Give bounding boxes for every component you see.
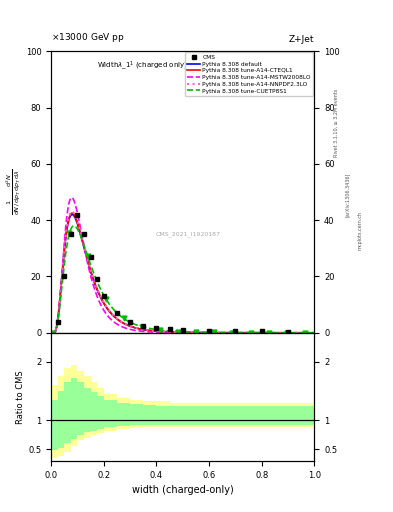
Pythia 8.308 tune-A14-CTEQL1 <box>65 222 70 228</box>
Text: CMS_2021_I1920187: CMS_2021_I1920187 <box>156 231 220 237</box>
CMS <box>55 318 60 325</box>
Pythia 8.308 tune-CUETP8S1 <box>249 330 253 336</box>
Pythia 8.308 tune-CUETP8S1 <box>202 329 207 335</box>
Pythia 8.308 tune-A14-MSTW2008LO <box>65 208 70 215</box>
Pythia 8.308 default <box>65 223 70 229</box>
Pythia 8.308 tune-A14-MSTW2008LO <box>249 330 253 336</box>
X-axis label: width (charged-only): width (charged-only) <box>132 485 233 495</box>
Pythia 8.308 tune-CUETP8S1 <box>72 223 76 229</box>
CMS <box>141 323 146 329</box>
CMS <box>207 328 211 334</box>
CMS <box>128 318 132 325</box>
Pythia 8.308 default <box>209 330 214 336</box>
Line: Pythia 8.308 default: Pythia 8.308 default <box>51 215 314 333</box>
Pythia 8.308 tune-A14-NNPDF2.3LO <box>312 330 317 336</box>
Line: Pythia 8.308 tune-CUETP8S1: Pythia 8.308 tune-CUETP8S1 <box>51 226 314 333</box>
Pythia 8.308 tune-CUETP8S1 <box>209 329 214 335</box>
Pythia 8.308 default <box>217 330 222 336</box>
Text: mcplots.cern.ch: mcplots.cern.ch <box>357 211 362 250</box>
Pythia 8.308 tune-A14-CTEQL1 <box>276 330 281 336</box>
Pythia 8.308 tune-A14-CTEQL1 <box>209 330 214 336</box>
Pythia 8.308 default <box>249 330 253 336</box>
Pythia 8.308 tune-A14-CTEQL1 <box>217 330 222 336</box>
Line: CMS: CMS <box>55 212 290 334</box>
Pythia 8.308 tune-CUETP8S1 <box>312 330 317 336</box>
Pythia 8.308 tune-A14-NNPDF2.3LO <box>276 330 281 336</box>
CMS <box>154 325 159 331</box>
CMS <box>115 310 119 316</box>
CMS <box>167 326 172 332</box>
Legend: CMS, Pythia 8.308 default, Pythia 8.308 tune-A14-CTEQL1, Pythia 8.308 tune-A14-M: CMS, Pythia 8.308 default, Pythia 8.308 … <box>185 52 313 96</box>
Pythia 8.308 default <box>49 330 54 336</box>
Text: Rivet 3.1.10, ≥ 3.2M events: Rivet 3.1.10, ≥ 3.2M events <box>334 89 338 157</box>
Pythia 8.308 default <box>70 211 74 218</box>
Text: Width$\lambda\_1^1$ (charged only) (CMS jet substructure): Width$\lambda\_1^1$ (charged only) (CMS … <box>97 60 268 73</box>
Line: Pythia 8.308 tune-A14-MSTW2008LO: Pythia 8.308 tune-A14-MSTW2008LO <box>51 198 314 333</box>
CMS <box>180 327 185 333</box>
Pythia 8.308 tune-A14-NNPDF2.3LO <box>249 330 253 336</box>
Pythia 8.308 tune-A14-CTEQL1 <box>249 330 253 336</box>
CMS <box>88 254 93 260</box>
Pythia 8.308 tune-CUETP8S1 <box>276 330 281 336</box>
Y-axis label: $\frac{1}{\mathrm{d}N\,/\,\mathrm{d}p_T}$$\frac{\mathrm{d}^2N}{\mathrm{d}p_T\,\m: $\frac{1}{\mathrm{d}N\,/\,\mathrm{d}p_T}… <box>5 169 23 215</box>
Pythia 8.308 default <box>312 330 317 336</box>
Pythia 8.308 default <box>202 330 207 336</box>
Line: Pythia 8.308 tune-A14-CTEQL1: Pythia 8.308 tune-A14-CTEQL1 <box>51 213 314 333</box>
Pythia 8.308 tune-A14-MSTW2008LO <box>49 330 54 336</box>
Pythia 8.308 tune-A14-MSTW2008LO <box>209 330 214 336</box>
Pythia 8.308 tune-A14-CTEQL1 <box>202 330 207 336</box>
Pythia 8.308 tune-A14-NNPDF2.3LO <box>49 330 54 336</box>
CMS <box>259 328 264 334</box>
Pythia 8.308 tune-A14-MSTW2008LO <box>276 330 281 336</box>
CMS <box>82 231 86 238</box>
Pythia 8.308 tune-A14-NNPDF2.3LO <box>217 330 222 336</box>
Pythia 8.308 tune-A14-MSTW2008LO <box>312 330 317 336</box>
Pythia 8.308 tune-CUETP8S1 <box>65 239 70 245</box>
Pythia 8.308 tune-A14-NNPDF2.3LO <box>202 330 207 336</box>
CMS <box>68 231 73 238</box>
Line: Pythia 8.308 tune-A14-NNPDF2.3LO: Pythia 8.308 tune-A14-NNPDF2.3LO <box>51 212 314 333</box>
Text: $\times$13000 GeV pp: $\times$13000 GeV pp <box>51 31 125 44</box>
Pythia 8.308 default <box>276 330 281 336</box>
CMS <box>233 328 238 334</box>
Pythia 8.308 tune-CUETP8S1 <box>49 330 54 336</box>
Pythia 8.308 tune-A14-MSTW2008LO <box>202 330 207 336</box>
Pythia 8.308 tune-A14-CTEQL1 <box>312 330 317 336</box>
Pythia 8.308 tune-A14-NNPDF2.3LO <box>209 330 214 336</box>
Pythia 8.308 tune-A14-NNPDF2.3LO <box>65 221 70 227</box>
Pythia 8.308 tune-CUETP8S1 <box>217 329 222 335</box>
CMS <box>101 293 106 299</box>
CMS <box>75 211 80 218</box>
Y-axis label: Ratio to CMS: Ratio to CMS <box>17 370 26 423</box>
CMS <box>62 273 67 280</box>
Text: Z+Jet: Z+Jet <box>289 34 314 44</box>
Pythia 8.308 tune-A14-NNPDF2.3LO <box>70 209 74 215</box>
Pythia 8.308 tune-A14-CTEQL1 <box>70 210 74 216</box>
Pythia 8.308 tune-A14-CTEQL1 <box>49 330 54 336</box>
Text: [arXiv:1306.3436]: [arXiv:1306.3436] <box>345 173 350 217</box>
CMS <box>95 276 99 283</box>
Pythia 8.308 tune-A14-MSTW2008LO <box>70 195 74 201</box>
Pythia 8.308 tune-A14-MSTW2008LO <box>217 330 222 336</box>
CMS <box>286 329 290 335</box>
